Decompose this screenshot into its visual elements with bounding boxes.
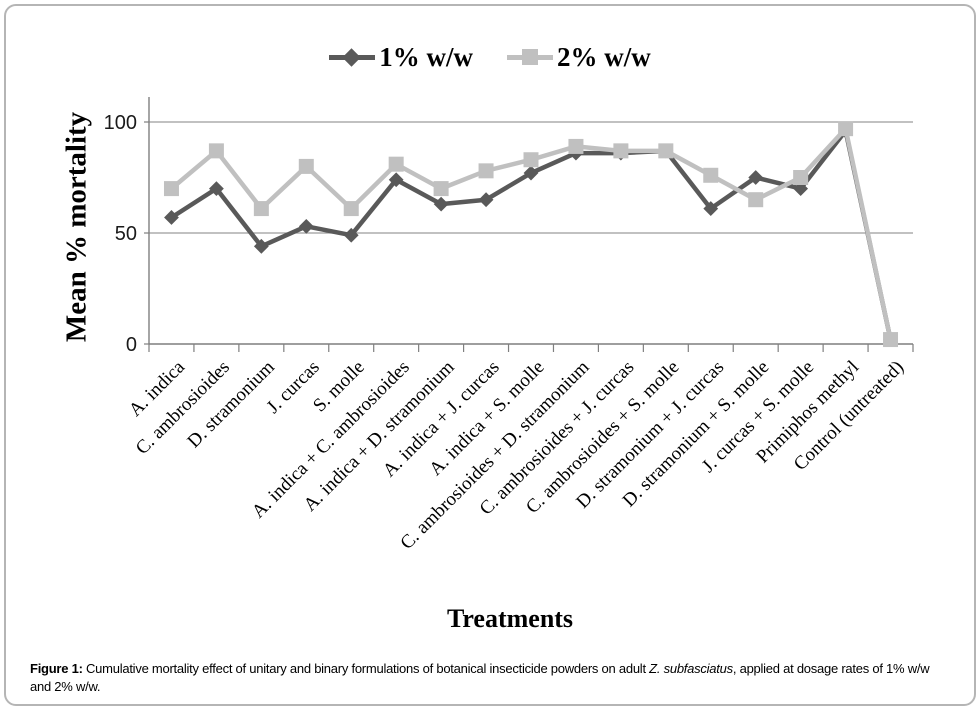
chart-legend: 1% w/w 2% w/w bbox=[0, 42, 980, 73]
figure-caption: Figure 1: Cumulative mortality effect of… bbox=[30, 660, 952, 696]
data-point-diamond bbox=[164, 210, 179, 225]
data-point-diamond bbox=[433, 196, 449, 212]
data-point-diamond bbox=[388, 172, 404, 188]
y-tick-label: 100 bbox=[104, 112, 137, 134]
data-point-square bbox=[163, 181, 179, 197]
caption-text: Cumulative mortality effect of unitary a… bbox=[82, 661, 650, 676]
data-point-diamond bbox=[523, 165, 539, 181]
data-point-square bbox=[298, 158, 314, 174]
data-point-diamond bbox=[343, 227, 359, 243]
data-point-square bbox=[523, 152, 539, 168]
data-point-diamond bbox=[478, 192, 494, 208]
data-point-diamond bbox=[703, 201, 719, 216]
caption-species-name: Z. subfasciatus bbox=[649, 661, 733, 676]
data-point-square bbox=[208, 143, 224, 159]
data-point-square bbox=[613, 143, 629, 159]
legend-item-2pct: 2% w/w bbox=[507, 42, 651, 73]
data-point-square bbox=[883, 332, 899, 348]
x-axis-title: Treatments bbox=[446, 604, 574, 633]
caption-figure-label: Figure 1: bbox=[30, 661, 83, 676]
y-tick-label: 0 bbox=[126, 334, 137, 356]
data-point-square bbox=[343, 201, 359, 217]
data-point-diamond bbox=[298, 218, 314, 234]
data-point-square bbox=[838, 121, 854, 137]
y-tick-label: 50 bbox=[115, 223, 137, 245]
legend-label: 1% w/w bbox=[379, 42, 473, 72]
data-point-square bbox=[253, 201, 269, 217]
legend-line-sample bbox=[329, 48, 376, 67]
data-point-diamond bbox=[253, 238, 269, 254]
data-point-square bbox=[388, 156, 404, 172]
data-point-diamond bbox=[748, 170, 764, 185]
data-point-square bbox=[703, 167, 719, 183]
data-point-square bbox=[658, 143, 674, 159]
caption-text: , applied at dosage rates of 1% w/w and … bbox=[30, 661, 930, 694]
data-point-square bbox=[478, 163, 494, 179]
data-point-square bbox=[793, 170, 809, 185]
legend-item-1pct: 1% w/w bbox=[329, 42, 473, 73]
legend-line-sample bbox=[507, 49, 553, 65]
data-point-diamond bbox=[209, 181, 224, 196]
legend-label: 2% w/w bbox=[557, 42, 651, 72]
data-point-square bbox=[748, 192, 764, 208]
data-point-square bbox=[433, 181, 449, 197]
square-marker-icon bbox=[522, 49, 538, 65]
data-point-square bbox=[568, 138, 584, 154]
